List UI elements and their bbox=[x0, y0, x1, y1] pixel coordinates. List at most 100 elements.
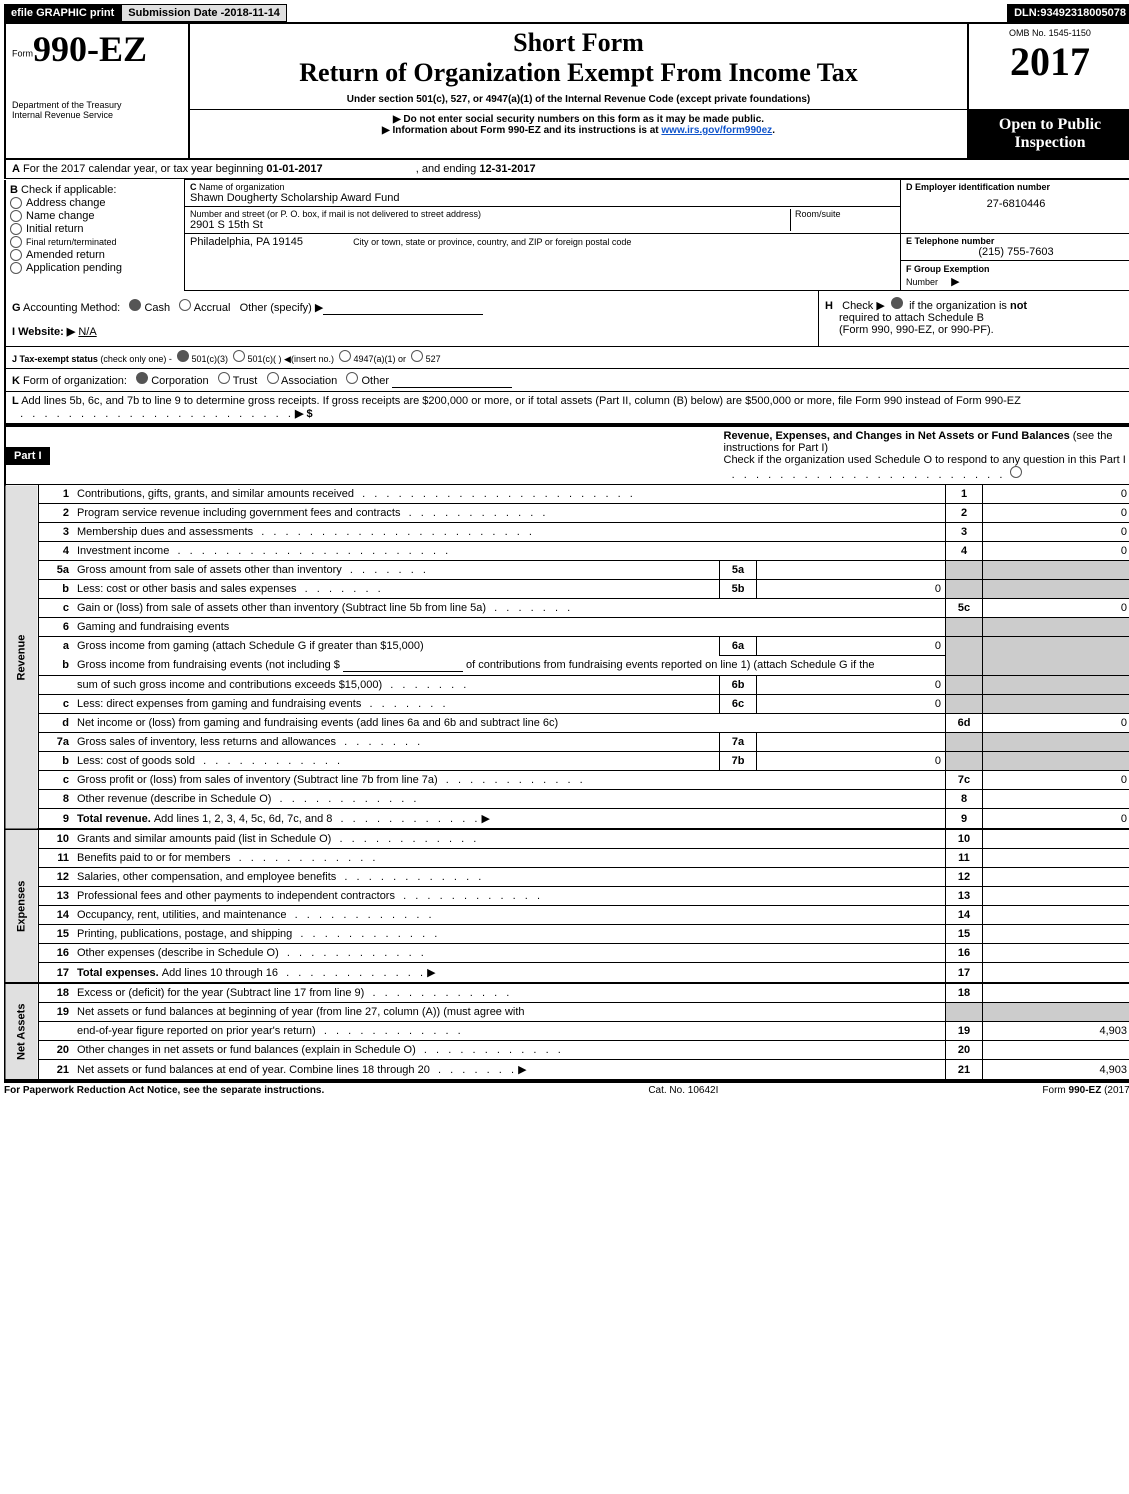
j-501c3-radio[interactable] bbox=[177, 350, 189, 362]
tax-year-period-row: A For the 2017 calendar year, or tax yea… bbox=[4, 160, 1129, 179]
line9-value: 0 bbox=[983, 809, 1129, 830]
line12-value bbox=[983, 868, 1129, 887]
line7b-value: 0 bbox=[757, 752, 946, 771]
j-527-radio[interactable] bbox=[411, 350, 423, 362]
name-change-label: Name change bbox=[26, 210, 95, 222]
instructions-link-line: ▶ Information about Form 990-EZ and its … bbox=[196, 125, 961, 136]
form-footer: For Paperwork Reduction Act Notice, see … bbox=[4, 1081, 1129, 1096]
street-label: Number and street (or P. O. box, if mail… bbox=[190, 209, 790, 219]
omb-no: OMB No. 1545-1150 bbox=[975, 28, 1125, 38]
city-state-zip: Philadelphia, PA 19145 bbox=[190, 236, 350, 248]
b-label: B bbox=[10, 184, 18, 196]
part1-schedule-o-check[interactable] bbox=[1010, 466, 1022, 478]
part1-badge: Part I bbox=[6, 447, 50, 465]
form-number: 990-EZ bbox=[33, 29, 147, 69]
submission-date-label: Submission Date - bbox=[128, 7, 224, 19]
address-change-checkbox[interactable] bbox=[10, 197, 22, 209]
amended-return-label: Amended return bbox=[26, 249, 105, 261]
dln-value: 93492318005078 bbox=[1040, 7, 1126, 19]
line14-value bbox=[983, 906, 1129, 925]
line15-value bbox=[983, 925, 1129, 944]
expenses-side-label: Expenses bbox=[5, 829, 39, 983]
form-label: Form990-EZ bbox=[12, 28, 182, 70]
part1-check-text: Check if the organization used Schedule … bbox=[724, 454, 1126, 466]
part1-table: Part I Revenue, Expenses, and Changes in… bbox=[4, 425, 1129, 1081]
j-label: J Tax-exempt status bbox=[12, 354, 98, 364]
line6b-value: 0 bbox=[757, 676, 946, 695]
k-corp-radio[interactable] bbox=[136, 372, 148, 384]
line18-value bbox=[983, 983, 1129, 1003]
phone-label: E Telephone number bbox=[906, 236, 994, 246]
h-check[interactable] bbox=[891, 297, 903, 309]
paperwork-notice: For Paperwork Reduction Act Notice, see … bbox=[4, 1085, 324, 1096]
line3-value: 0 bbox=[983, 523, 1129, 542]
return-title: Return of Organization Exempt From Incom… bbox=[196, 58, 961, 88]
line1-value: 0 bbox=[983, 485, 1129, 504]
phone-value: (215) 755-7603 bbox=[906, 246, 1126, 258]
j-4947-radio[interactable] bbox=[339, 350, 351, 362]
group-exemption-label: F Group Exemption bbox=[906, 264, 990, 274]
line2-value: 0 bbox=[983, 504, 1129, 523]
address-change-label: Address change bbox=[26, 197, 106, 209]
top-bar: efile GRAPHIC print Submission Date - 20… bbox=[4, 4, 1129, 22]
line6c-value: 0 bbox=[757, 695, 946, 714]
part1-title: Revenue, Expenses, and Changes in Net As… bbox=[724, 430, 1073, 442]
arrow-icon: ▶ bbox=[951, 276, 959, 288]
line6d-value: 0 bbox=[983, 714, 1129, 733]
website-value: N/A bbox=[78, 326, 96, 338]
line5c-value: 0 bbox=[983, 599, 1129, 618]
line21-value: 4,903 bbox=[983, 1060, 1129, 1081]
catalog-number: Cat. No. 10642I bbox=[648, 1085, 718, 1096]
submission-date-box: Submission Date - 2018-11-14 bbox=[121, 4, 287, 22]
dln-box: DLN: 93492318005078 bbox=[1007, 4, 1129, 22]
city-label: City or town, state or province, country… bbox=[353, 237, 631, 247]
line19-value: 4,903 bbox=[983, 1022, 1129, 1041]
street-address: 2901 S 15th St bbox=[190, 219, 790, 231]
line7a-value bbox=[757, 733, 946, 752]
department-treasury: Department of the Treasury bbox=[12, 100, 182, 110]
short-form-title: Short Form bbox=[196, 28, 961, 58]
k-other-radio[interactable] bbox=[346, 372, 358, 384]
k-assoc-radio[interactable] bbox=[267, 372, 279, 384]
line16-value bbox=[983, 944, 1129, 963]
begin-date: 01-01-2017 bbox=[266, 163, 322, 175]
dln-label: DLN: bbox=[1014, 7, 1040, 19]
line10-value bbox=[983, 829, 1129, 849]
final-return-label: Final return/terminated bbox=[26, 237, 117, 247]
amended-return-checkbox[interactable] bbox=[10, 249, 22, 261]
k-trust-radio[interactable] bbox=[218, 372, 230, 384]
ein-label: D Employer identification number bbox=[906, 182, 1050, 192]
line5a-value bbox=[757, 561, 946, 580]
line6a-value: 0 bbox=[757, 637, 946, 656]
accrual-radio[interactable] bbox=[179, 299, 191, 311]
j-501c-radio[interactable] bbox=[233, 350, 245, 362]
line13-value bbox=[983, 887, 1129, 906]
line20-value bbox=[983, 1041, 1129, 1060]
website-label: I Website: ▶ bbox=[12, 326, 75, 338]
efile-print-button[interactable]: efile GRAPHIC print bbox=[4, 4, 121, 22]
revenue-side-label: Revenue bbox=[5, 485, 39, 830]
netassets-side-label: Net Assets bbox=[5, 983, 39, 1080]
org-info-table: B Check if applicable: Address change Na… bbox=[4, 179, 1129, 291]
end-date: 12-31-2017 bbox=[479, 163, 535, 175]
ssn-warning: Do not enter social security numbers on … bbox=[196, 114, 961, 125]
irs-label: Internal Revenue Service bbox=[12, 110, 182, 120]
line8-value bbox=[983, 790, 1129, 809]
instructions-link[interactable]: www.irs.gov/form990ez bbox=[661, 125, 772, 136]
app-pending-label: Application pending bbox=[26, 262, 122, 274]
submission-date-value: 2018-11-14 bbox=[224, 7, 280, 19]
final-return-checkbox[interactable] bbox=[10, 236, 22, 248]
form-header-table: Form990-EZ Department of the Treasury In… bbox=[4, 22, 1129, 160]
cash-radio[interactable] bbox=[129, 299, 141, 311]
app-pending-checkbox[interactable] bbox=[10, 262, 22, 274]
line11-value bbox=[983, 849, 1129, 868]
under-section-text: Under section 501(c), 527, or 4947(a)(1)… bbox=[196, 94, 961, 105]
organization-name: Shawn Dougherty Scholarship Award Fund bbox=[190, 192, 895, 204]
l-instructions-text: Add lines 5b, 6c, and 7b to line 9 to de… bbox=[21, 395, 1021, 407]
line17-value bbox=[983, 963, 1129, 984]
tax-year: 2017 bbox=[975, 38, 1125, 85]
name-change-checkbox[interactable] bbox=[10, 210, 22, 222]
initial-return-checkbox[interactable] bbox=[10, 223, 22, 235]
initial-return-label: Initial return bbox=[26, 223, 83, 235]
ein-value: 27-6810446 bbox=[906, 198, 1126, 210]
